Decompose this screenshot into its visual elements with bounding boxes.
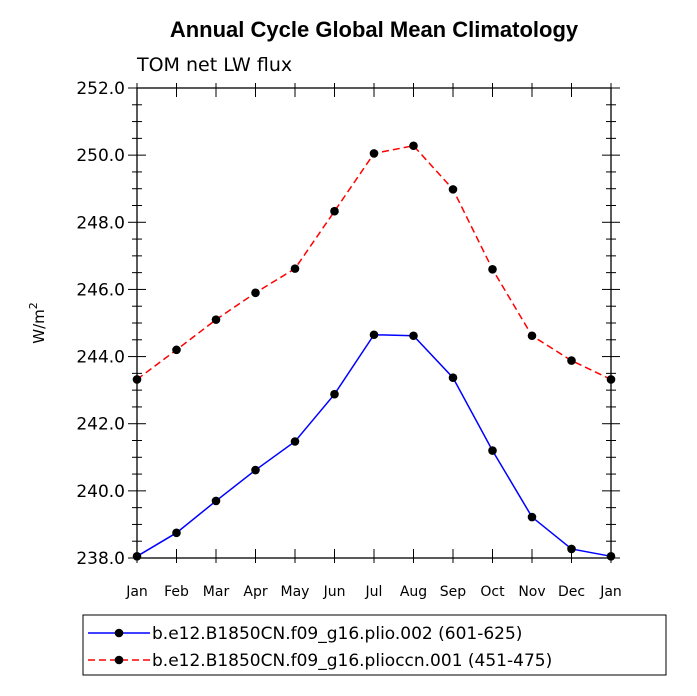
legend-marker-2: [114, 655, 124, 665]
y-axis-label-base: W/m: [30, 309, 48, 344]
series-2-point: [172, 345, 181, 355]
series-1-point: [606, 552, 616, 561]
series-1-point: [369, 330, 379, 340]
y-tick-label: 242.0: [76, 415, 125, 435]
x-tick-label: Jul: [365, 584, 383, 600]
x-tick-label: Apr: [243, 584, 267, 600]
legend-label-1: b.e12.B1850CN.f09_g16.plio.002 (601-625): [152, 624, 522, 644]
y-tick-label: 244.0: [76, 348, 125, 368]
x-tick-label: Jun: [323, 584, 346, 600]
series-2-point: [448, 185, 458, 194]
chart-title: Annual Cycle Global Mean Climatology: [170, 17, 579, 42]
series-1-point: [409, 331, 418, 341]
series-2-point: [330, 206, 339, 216]
x-tick-label: Jan: [599, 584, 622, 600]
series-2-point: [606, 375, 616, 384]
series-1-point: [132, 552, 142, 561]
series-1-point: [211, 496, 221, 506]
series-2-point: [488, 264, 497, 274]
x-tick-label: Feb: [164, 584, 189, 600]
plot-area: 238.0 240.0 242.0 244.0 246.0 248.0 250.0 252.0…: [76, 79, 621, 600]
series-1-point: [448, 373, 458, 383]
series-2-point: [251, 288, 260, 298]
x-tick-label: May: [281, 584, 310, 600]
plot-frame: [136, 87, 612, 559]
series-1-point: [290, 437, 300, 446]
chart-subtitle: TOM net LW flux: [136, 54, 292, 76]
series-2-point: [132, 375, 142, 384]
x-tick-label: Dec: [558, 584, 585, 600]
y-tick-label: 246.0: [76, 280, 125, 300]
legend-box: [82, 614, 667, 676]
series-1-point: [567, 544, 576, 554]
series-2-point: [369, 149, 379, 158]
series-1-point: [488, 446, 497, 455]
x-tick-label: Aug: [400, 584, 427, 600]
y-tick-label: 248.0: [76, 213, 125, 233]
series-2-point: [211, 315, 221, 324]
x-tick-label: Mar: [203, 584, 230, 600]
svg-text:W/m2: W/m2: [27, 302, 48, 344]
series-1-point: [251, 465, 260, 475]
x-tick-label: Nov: [518, 584, 545, 600]
y-tick-label: 238.0: [76, 549, 125, 569]
series-line-2: [136, 144, 612, 381]
series-2-point: [290, 264, 300, 273]
series-2-point: [527, 331, 537, 341]
series-2-point: [567, 356, 576, 365]
x-tick-label: Sep: [440, 584, 467, 600]
series-1-point: [527, 512, 537, 522]
y-tick-label: 252.0: [76, 79, 125, 99]
series-2-point: [409, 141, 418, 151]
legend-label-2: b.e12.B1850CN.f09_g16.plioccn.001 (451-4…: [152, 651, 552, 671]
legend-marker-1: [114, 628, 124, 638]
series-1-point: [172, 528, 181, 538]
x-tick-label: Jan: [125, 584, 148, 600]
y-axis-label: W/m2: [27, 302, 48, 344]
y-tick-label: 250.0: [76, 146, 125, 166]
series-line-1: [136, 333, 612, 558]
y-axis-label-superscript: 2: [27, 302, 40, 309]
series-1-point: [330, 389, 339, 399]
y-tick-label: 240.0: [76, 482, 125, 502]
legend: b.e12.B1850CN.f09_g16.plio.002 (601-625)…: [82, 614, 667, 676]
x-tick-label: Oct: [480, 584, 505, 600]
